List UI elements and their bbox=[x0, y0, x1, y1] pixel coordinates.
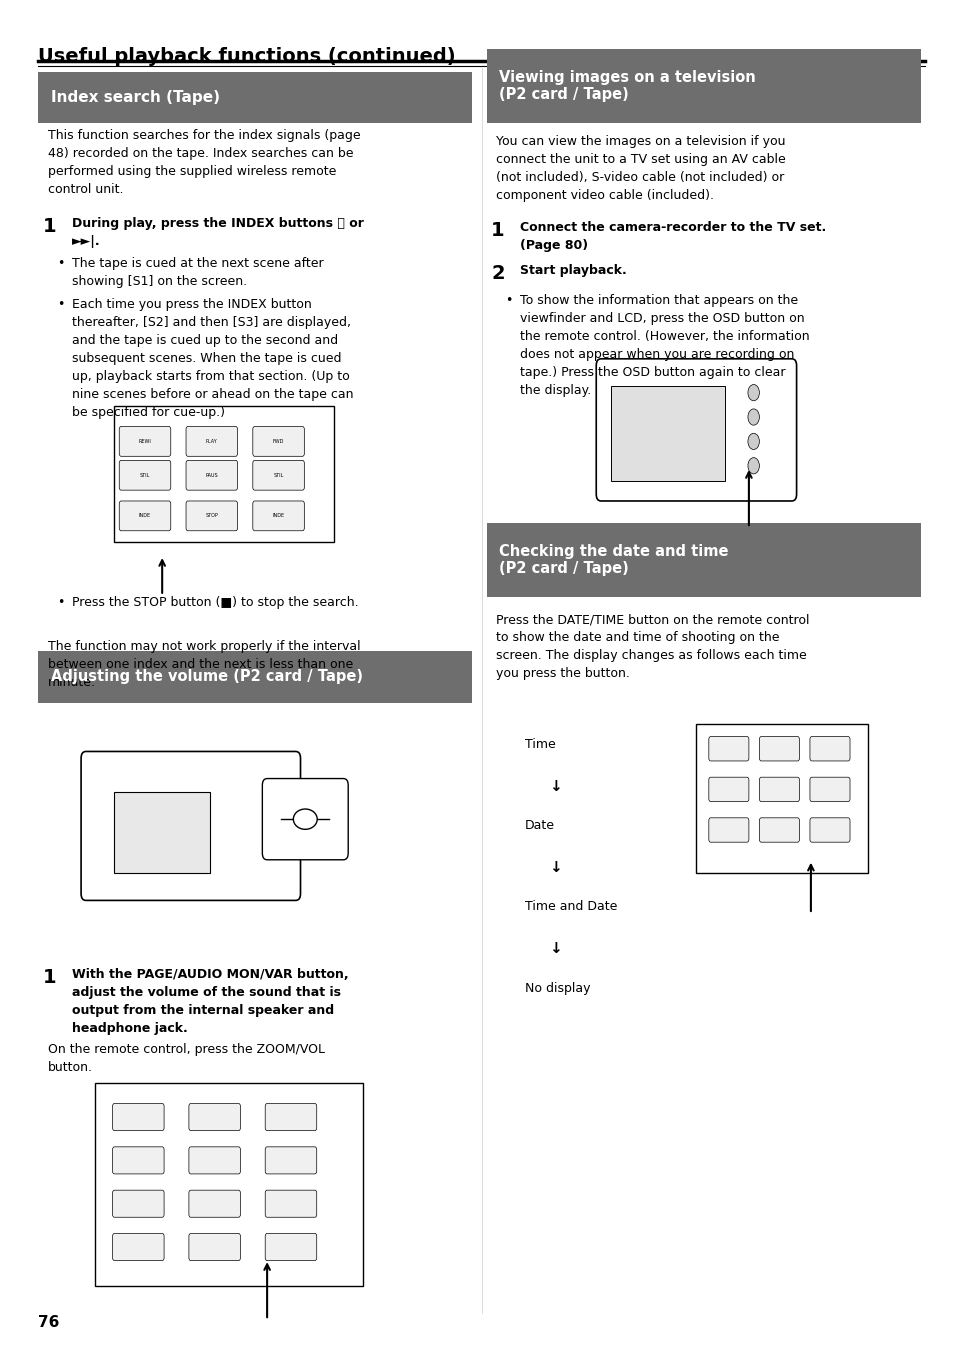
Text: Index search (Tape): Index search (Tape) bbox=[51, 89, 219, 106]
Text: Date: Date bbox=[524, 819, 554, 833]
FancyBboxPatch shape bbox=[119, 501, 171, 531]
FancyBboxPatch shape bbox=[38, 72, 472, 123]
FancyBboxPatch shape bbox=[486, 546, 920, 597]
Text: 2: 2 bbox=[491, 264, 504, 283]
Text: INDE: INDE bbox=[139, 513, 151, 519]
FancyBboxPatch shape bbox=[112, 1233, 164, 1261]
FancyBboxPatch shape bbox=[486, 72, 920, 123]
Text: 76: 76 bbox=[38, 1315, 59, 1330]
FancyBboxPatch shape bbox=[809, 737, 849, 761]
FancyBboxPatch shape bbox=[265, 1147, 316, 1174]
FancyBboxPatch shape bbox=[253, 501, 304, 531]
Text: STIL: STIL bbox=[140, 473, 150, 478]
FancyBboxPatch shape bbox=[708, 818, 748, 842]
FancyBboxPatch shape bbox=[112, 1190, 164, 1217]
Text: FWD: FWD bbox=[273, 439, 284, 444]
Text: 1: 1 bbox=[491, 221, 504, 240]
FancyBboxPatch shape bbox=[696, 724, 867, 873]
Text: 1: 1 bbox=[43, 968, 56, 987]
FancyBboxPatch shape bbox=[486, 49, 920, 123]
Text: On the remote control, press the ZOOM/VOL
button.: On the remote control, press the ZOOM/VO… bbox=[48, 1043, 324, 1074]
Text: PAUS: PAUS bbox=[205, 473, 218, 478]
Circle shape bbox=[747, 409, 759, 425]
Text: •: • bbox=[57, 596, 65, 609]
FancyBboxPatch shape bbox=[114, 792, 210, 873]
FancyBboxPatch shape bbox=[186, 427, 237, 456]
FancyBboxPatch shape bbox=[67, 724, 400, 907]
Text: Press the DATE/TIME button on the remote control
to show the date and time of sh: Press the DATE/TIME button on the remote… bbox=[496, 613, 809, 680]
FancyBboxPatch shape bbox=[253, 460, 304, 490]
Text: ↓: ↓ bbox=[548, 860, 560, 875]
FancyBboxPatch shape bbox=[759, 818, 799, 842]
Text: No display: No display bbox=[524, 982, 590, 995]
FancyBboxPatch shape bbox=[708, 777, 748, 802]
Text: The tape is cued at the next scene after
showing [S1] on the screen.: The tape is cued at the next scene after… bbox=[71, 257, 323, 288]
Text: This function searches for the index signals (page
48) recorded on the tape. Ind: This function searches for the index sig… bbox=[48, 129, 360, 195]
Text: •: • bbox=[57, 298, 65, 311]
Text: Start playback.: Start playback. bbox=[519, 264, 626, 278]
FancyBboxPatch shape bbox=[189, 1233, 240, 1261]
FancyBboxPatch shape bbox=[38, 651, 472, 703]
FancyBboxPatch shape bbox=[189, 1147, 240, 1174]
FancyBboxPatch shape bbox=[112, 1104, 164, 1131]
FancyBboxPatch shape bbox=[596, 359, 796, 501]
FancyBboxPatch shape bbox=[809, 818, 849, 842]
FancyBboxPatch shape bbox=[186, 460, 237, 490]
FancyBboxPatch shape bbox=[112, 1147, 164, 1174]
Text: INDE: INDE bbox=[273, 513, 284, 519]
Text: Time: Time bbox=[524, 738, 555, 751]
Circle shape bbox=[747, 458, 759, 474]
FancyBboxPatch shape bbox=[610, 386, 724, 481]
Text: With the PAGE/AUDIO MON/VAR button,
adjust the volume of the sound that is
outpu: With the PAGE/AUDIO MON/VAR button, adju… bbox=[71, 968, 348, 1034]
Text: 1: 1 bbox=[43, 217, 56, 236]
FancyBboxPatch shape bbox=[708, 737, 748, 761]
FancyBboxPatch shape bbox=[809, 777, 849, 802]
Text: During play, press the INDEX buttons ⏮ or
►►|.: During play, press the INDEX buttons ⏮ o… bbox=[71, 217, 363, 248]
Text: STIL: STIL bbox=[274, 473, 283, 478]
Text: ↓: ↓ bbox=[548, 779, 560, 793]
FancyBboxPatch shape bbox=[38, 651, 472, 703]
Text: STOP: STOP bbox=[205, 513, 218, 519]
Text: To show the information that appears on the
viewfinder and LCD, press the OSD bu: To show the information that appears on … bbox=[519, 294, 809, 397]
FancyBboxPatch shape bbox=[253, 427, 304, 456]
Text: Time and Date: Time and Date bbox=[524, 900, 617, 914]
FancyBboxPatch shape bbox=[265, 1233, 316, 1261]
FancyBboxPatch shape bbox=[189, 1190, 240, 1217]
Text: •: • bbox=[505, 294, 513, 307]
Text: Viewing images on a television
(P2 card / Tape): Viewing images on a television (P2 card … bbox=[498, 70, 755, 102]
FancyBboxPatch shape bbox=[265, 1190, 316, 1217]
Text: You can view the images on a television if you
connect the unit to a TV set usin: You can view the images on a television … bbox=[496, 135, 785, 202]
Text: The function may not work properly if the interval
between one index and the nex: The function may not work properly if th… bbox=[48, 640, 360, 689]
FancyBboxPatch shape bbox=[486, 523, 920, 597]
Text: REWI: REWI bbox=[138, 439, 152, 444]
Text: Each time you press the INDEX button
thereafter, [S2] and then [S3] are displaye: Each time you press the INDEX button the… bbox=[71, 298, 353, 418]
FancyBboxPatch shape bbox=[262, 779, 348, 860]
FancyBboxPatch shape bbox=[759, 737, 799, 761]
Text: ↓: ↓ bbox=[548, 941, 560, 956]
Ellipse shape bbox=[294, 808, 316, 829]
FancyBboxPatch shape bbox=[759, 777, 799, 802]
Text: Press the STOP button (■) to stop the search.: Press the STOP button (■) to stop the se… bbox=[71, 596, 357, 609]
FancyBboxPatch shape bbox=[189, 1104, 240, 1131]
Text: Checking the date and time
(P2 card / Tape): Checking the date and time (P2 card / Ta… bbox=[498, 544, 728, 575]
Text: Useful playback functions (continued): Useful playback functions (continued) bbox=[38, 47, 456, 66]
FancyBboxPatch shape bbox=[81, 751, 300, 900]
Text: •: • bbox=[57, 257, 65, 271]
FancyBboxPatch shape bbox=[114, 406, 334, 542]
FancyBboxPatch shape bbox=[38, 72, 472, 123]
Text: Adjusting the volume (P2 card / Tape): Adjusting the volume (P2 card / Tape) bbox=[51, 669, 362, 685]
FancyBboxPatch shape bbox=[119, 460, 171, 490]
FancyBboxPatch shape bbox=[95, 1083, 362, 1286]
Text: Connect the camera-recorder to the TV set.
(Page 80): Connect the camera-recorder to the TV se… bbox=[519, 221, 825, 252]
FancyBboxPatch shape bbox=[265, 1104, 316, 1131]
Circle shape bbox=[747, 385, 759, 401]
Text: PLAY: PLAY bbox=[206, 439, 217, 444]
Circle shape bbox=[747, 433, 759, 450]
FancyBboxPatch shape bbox=[186, 501, 237, 531]
FancyBboxPatch shape bbox=[119, 427, 171, 456]
